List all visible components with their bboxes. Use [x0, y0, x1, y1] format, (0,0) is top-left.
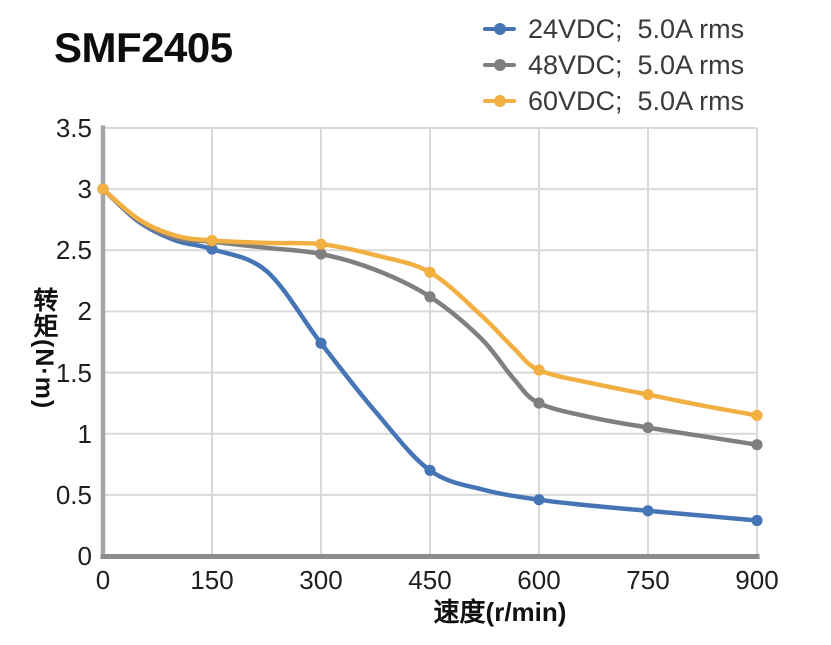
y-axis-title: 转矩(N·m) — [30, 287, 58, 410]
legend-item-48vdc: 48VDC; 5.0A rms — [483, 50, 744, 80]
y-tick-3-5: 3.5 — [55, 113, 92, 143]
legend-label-60vdc: 60VDC; 5.0A rms — [528, 85, 745, 116]
legend-dot-24vdc-icon — [494, 22, 506, 35]
x-tick-600: 600 — [517, 565, 561, 595]
y-tick-3: 3 — [77, 174, 92, 204]
x-tick-150: 150 — [190, 565, 234, 595]
y-tick-2: 2 — [77, 296, 92, 326]
y-tick-1-5: 1.5 — [55, 358, 92, 388]
legend-label-24vdc: 24VDC; 5.0A rms — [528, 13, 745, 44]
legend-item-60vdc: 60VDC; 5.0A rms — [483, 86, 744, 116]
x-tick-450: 450 — [408, 565, 452, 595]
y-tick-0: 0 — [77, 541, 92, 571]
x-tick-900: 900 — [735, 565, 779, 595]
legend-line-60vdc-icon — [483, 94, 516, 107]
legend-dot-60vdc-icon — [494, 94, 506, 107]
legend-label-48vdc: 48VDC; 5.0A rms — [528, 49, 745, 80]
legend-dot-48vdc-icon — [494, 58, 506, 71]
chart-title: SMF2405 — [54, 24, 233, 71]
y-tick-0-5: 0.5 — [55, 480, 92, 510]
y-tick-2-5: 2.5 — [55, 235, 92, 265]
x-tick-0: 0 — [95, 565, 111, 595]
x-tick-300: 300 — [299, 565, 343, 595]
x-axis-title: 速度(r/min) — [433, 597, 567, 627]
x-tick-750: 750 — [626, 565, 670, 595]
legend-line-24vdc-icon — [483, 22, 516, 35]
legend-line-48vdc-icon — [483, 58, 516, 71]
y-tick-1: 1 — [77, 419, 92, 449]
legend: 24VDC; 5.0A rms 48VDC; 5.0A rms 60VDC; 5… — [483, 14, 744, 122]
legend-item-24vdc: 24VDC; 5.0A rms — [483, 14, 744, 44]
